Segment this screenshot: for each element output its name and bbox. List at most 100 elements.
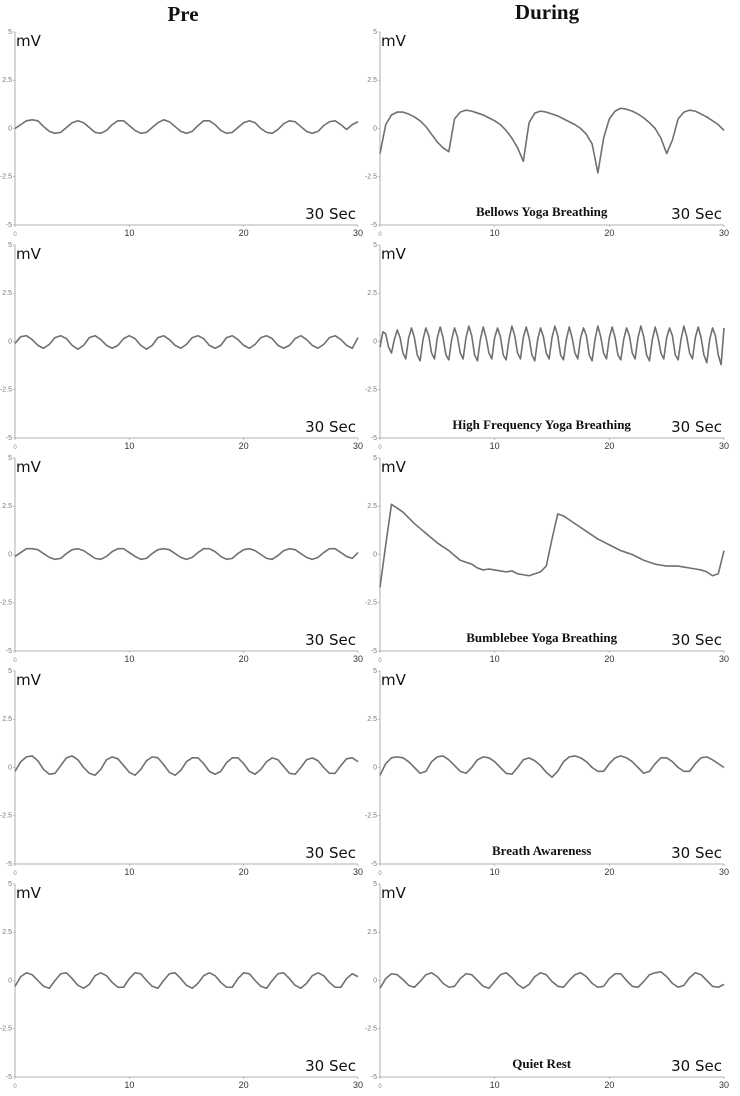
y-tick-label: 2.5 bbox=[367, 290, 377, 297]
y-tick-label: 0 bbox=[373, 977, 377, 984]
duration-label: 30 Sec bbox=[305, 205, 356, 223]
y-tick-label: 2.5 bbox=[2, 503, 12, 510]
x-tick-label: 20 bbox=[239, 228, 249, 238]
y-tick-label: -5 bbox=[371, 648, 377, 655]
y-tick-label: 5 bbox=[373, 455, 377, 462]
y-tick-label: 2.5 bbox=[367, 716, 377, 723]
signal-line bbox=[14, 547, 359, 561]
y-tick-label: 5 bbox=[373, 29, 377, 36]
x-tick-label: 20 bbox=[604, 441, 614, 451]
y-tick-label: 0 bbox=[373, 125, 377, 132]
y-axis-label: mV bbox=[381, 671, 407, 689]
x-tick-label: 20 bbox=[239, 441, 249, 451]
y-tick-label: 0 bbox=[8, 125, 12, 132]
y-tick-label: 2.5 bbox=[367, 929, 377, 936]
signal-line bbox=[379, 971, 725, 990]
condition-label: Quiet Rest bbox=[512, 1056, 572, 1071]
x-tick-label: 0 bbox=[378, 1084, 382, 1090]
x-tick-label: 10 bbox=[124, 867, 134, 877]
y-tick-label: -2.5 bbox=[0, 174, 12, 181]
y-tick-label: -2.5 bbox=[0, 1026, 12, 1033]
duration-label: 30 Sec bbox=[671, 205, 722, 223]
y-axis-label: mV bbox=[381, 245, 407, 263]
y-tick-label: -2.5 bbox=[0, 387, 12, 394]
y-axis-label: mV bbox=[16, 458, 42, 476]
condition-label: High Frequency Yoga Breathing bbox=[452, 417, 631, 432]
column-header: Pre bbox=[167, 2, 198, 26]
y-tick-label: -5 bbox=[371, 222, 377, 229]
signal-line bbox=[14, 971, 359, 990]
x-tick-label: 20 bbox=[239, 654, 249, 664]
x-tick-label: 30 bbox=[353, 867, 363, 877]
y-tick-label: 5 bbox=[373, 668, 377, 675]
y-tick-label: -2.5 bbox=[0, 813, 12, 820]
y-tick-label: -2.5 bbox=[0, 600, 12, 607]
column-header: During bbox=[515, 0, 580, 24]
x-tick-label: 0 bbox=[378, 232, 382, 238]
y-tick-label: -5 bbox=[371, 1074, 377, 1081]
y-tick-label: -2.5 bbox=[365, 813, 377, 820]
signal-line bbox=[379, 107, 725, 174]
y-tick-label: 5 bbox=[8, 242, 12, 249]
duration-label: 30 Sec bbox=[671, 1057, 722, 1075]
x-tick-label: 30 bbox=[719, 1080, 729, 1090]
y-tick-label: -5 bbox=[371, 861, 377, 868]
y-axis-label: mV bbox=[381, 458, 407, 476]
x-tick-label: 20 bbox=[604, 654, 614, 664]
y-tick-label: 5 bbox=[373, 242, 377, 249]
y-tick-label: -2.5 bbox=[365, 387, 377, 394]
y-tick-label: 5 bbox=[373, 881, 377, 888]
x-tick-label: 20 bbox=[239, 867, 249, 877]
y-tick-label: -5 bbox=[6, 861, 12, 868]
y-tick-label: 2.5 bbox=[2, 77, 12, 84]
x-tick-label: 30 bbox=[719, 654, 729, 664]
x-tick-label: 10 bbox=[124, 654, 134, 664]
x-tick-label: 30 bbox=[719, 441, 729, 451]
x-tick-label: 10 bbox=[490, 654, 500, 664]
y-tick-label: 2.5 bbox=[2, 290, 12, 297]
signal-line bbox=[379, 755, 725, 778]
duration-label: 30 Sec bbox=[305, 418, 356, 436]
y-axis-label: mV bbox=[381, 32, 407, 50]
y-axis-label: mV bbox=[16, 32, 42, 50]
duration-label: 30 Sec bbox=[305, 844, 356, 862]
y-tick-label: 0 bbox=[8, 338, 12, 345]
y-axis-label: mV bbox=[381, 884, 407, 902]
y-axis-label: mV bbox=[16, 671, 42, 689]
signal-line bbox=[14, 119, 359, 135]
duration-label: 30 Sec bbox=[671, 844, 722, 862]
signal-line bbox=[379, 325, 725, 366]
y-axis-label: mV bbox=[16, 245, 42, 263]
y-tick-label: 5 bbox=[8, 668, 12, 675]
condition-label: Breath Awareness bbox=[492, 843, 591, 858]
y-tick-label: 0 bbox=[373, 338, 377, 345]
y-axis-label: mV bbox=[16, 884, 42, 902]
x-tick-label: 10 bbox=[490, 867, 500, 877]
x-tick-label: 10 bbox=[490, 228, 500, 238]
y-tick-label: -5 bbox=[6, 1074, 12, 1081]
y-tick-label: 2.5 bbox=[2, 716, 12, 723]
x-tick-label: 0 bbox=[13, 871, 17, 877]
x-tick-label: 30 bbox=[353, 441, 363, 451]
signal-line bbox=[14, 334, 359, 351]
y-tick-label: -5 bbox=[6, 435, 12, 442]
y-tick-label: -5 bbox=[371, 435, 377, 442]
x-tick-label: 0 bbox=[13, 1084, 17, 1090]
x-tick-label: 0 bbox=[13, 232, 17, 238]
y-tick-label: -5 bbox=[6, 222, 12, 229]
x-tick-label: 30 bbox=[353, 654, 363, 664]
x-tick-label: 10 bbox=[490, 441, 500, 451]
y-tick-label: 0 bbox=[8, 764, 12, 771]
y-tick-label: 5 bbox=[8, 881, 12, 888]
x-tick-label: 30 bbox=[719, 867, 729, 877]
x-tick-label: 30 bbox=[353, 1080, 363, 1090]
x-tick-label: 0 bbox=[378, 658, 382, 664]
y-tick-label: 0 bbox=[373, 551, 377, 558]
x-tick-label: 30 bbox=[353, 228, 363, 238]
x-tick-label: 0 bbox=[13, 445, 17, 451]
y-tick-label: -2.5 bbox=[365, 174, 377, 181]
y-tick-label: -5 bbox=[6, 648, 12, 655]
y-tick-label: 0 bbox=[8, 551, 12, 558]
duration-label: 30 Sec bbox=[305, 1057, 356, 1075]
